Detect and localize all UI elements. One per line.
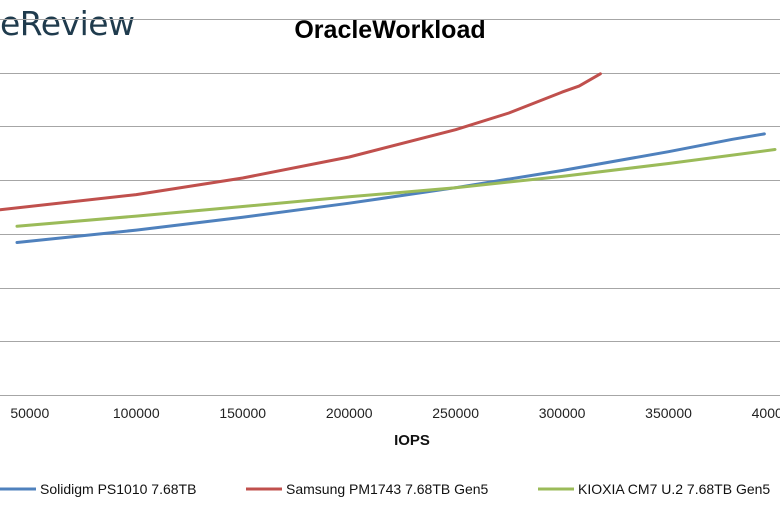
- x-tick-label: 300000: [539, 405, 586, 421]
- x-tick-label: 100000: [113, 405, 160, 421]
- legend-entry: KIOXIA CM7 U.2 7.68TB Gen5: [578, 481, 770, 497]
- x-tick-label: 400000: [752, 405, 780, 421]
- legend-entry: Samsung PM1743 7.68TB Gen5: [286, 481, 489, 497]
- x-axis-label: IOPS: [394, 432, 430, 449]
- gridlines: [0, 19, 780, 396]
- x-tick-label: 350000: [645, 405, 692, 421]
- x-tick-label: 50000: [10, 405, 49, 421]
- x-axis-ticks: 50000 100000 150000 200000 250000 300000 35000…: [10, 405, 780, 421]
- brand-logo-text: eReview: [0, 4, 135, 43]
- legend-entry: Solidigm PS1010 7.68TB: [40, 481, 196, 497]
- chart-title: OracleWorkload: [294, 16, 486, 44]
- x-tick-label: 200000: [326, 405, 373, 421]
- series-line: [0, 72, 602, 212]
- legend: Solidigm PS1010 7.68TB Samsung PM1743 7.6…: [0, 481, 770, 497]
- series-lines: [0, 72, 777, 244]
- x-tick-label: 250000: [432, 405, 479, 421]
- series-line: [15, 148, 777, 228]
- x-tick-label: 150000: [219, 405, 266, 421]
- series-line: [15, 132, 766, 244]
